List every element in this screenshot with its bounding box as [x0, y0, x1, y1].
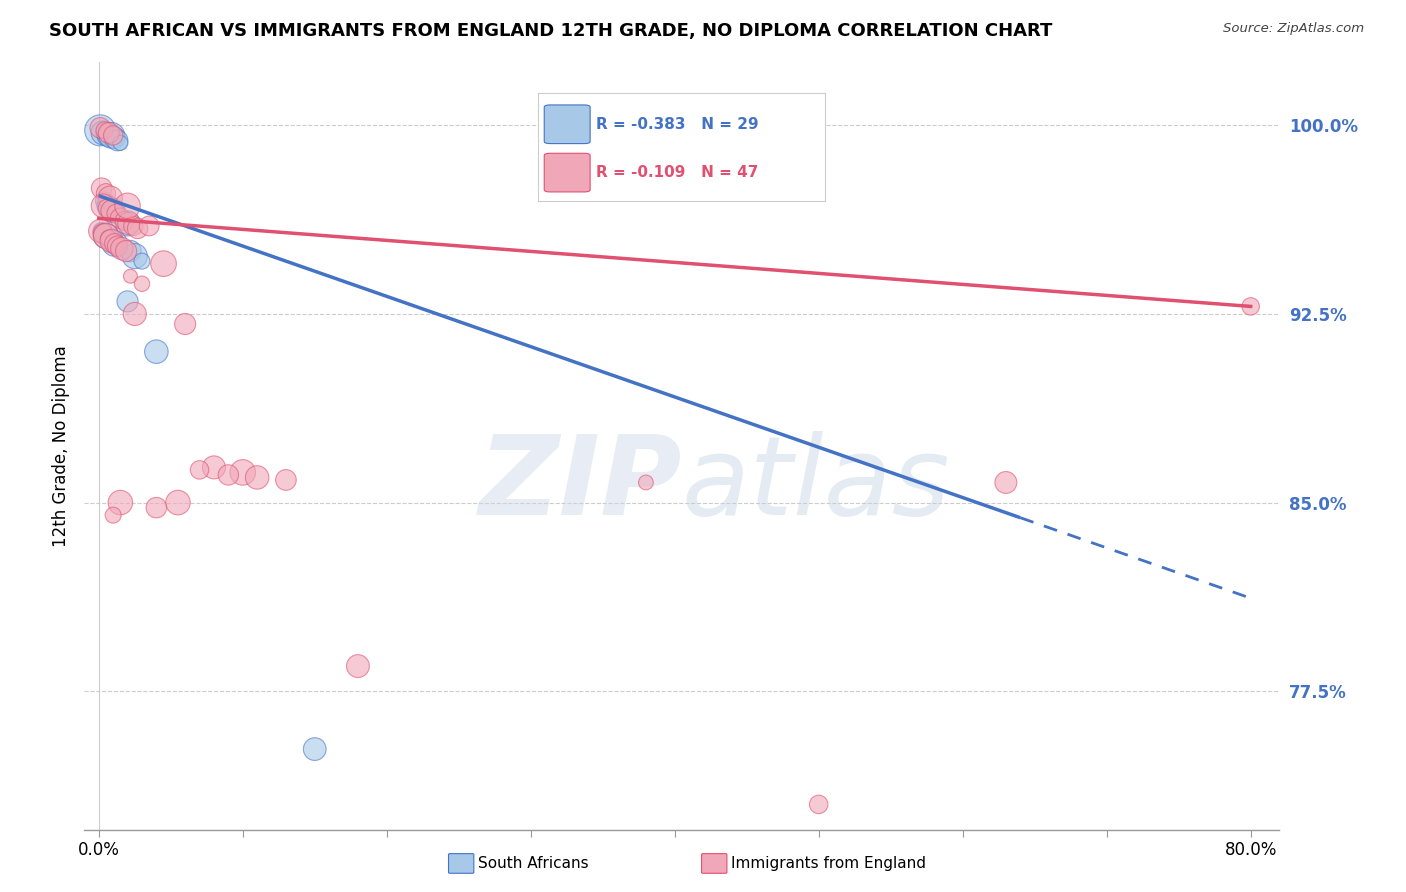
Y-axis label: 12th Grade, No Diploma: 12th Grade, No Diploma: [52, 345, 70, 547]
Point: [145, 500, 167, 515]
Text: atlas: atlas: [682, 431, 950, 538]
Point: [91, 199, 114, 213]
Point: [97, 231, 120, 245]
Point: [117, 294, 139, 309]
Point: [110, 136, 132, 150]
Point: [634, 475, 657, 490]
Point: [174, 317, 197, 331]
Point: [1240, 300, 1263, 314]
Point: [104, 131, 127, 145]
Point: [108, 242, 131, 256]
Point: [127, 221, 149, 235]
Point: [217, 467, 239, 482]
Point: [94, 229, 117, 244]
Point: [347, 659, 370, 673]
Point: [124, 307, 146, 321]
Point: [91, 227, 114, 241]
Point: [114, 214, 136, 228]
Point: [131, 254, 153, 268]
Point: [100, 128, 122, 143]
Point: [93, 123, 115, 137]
Point: [98, 191, 121, 205]
Point: [114, 214, 136, 228]
Point: [104, 236, 127, 251]
Point: [110, 211, 132, 226]
Point: [131, 277, 153, 291]
Point: [89, 123, 111, 137]
Point: [91, 126, 114, 140]
Point: [93, 194, 115, 208]
Point: [96, 199, 118, 213]
Point: [110, 495, 132, 509]
Point: [97, 231, 120, 245]
Point: [97, 126, 120, 140]
Point: [94, 126, 117, 140]
Point: [152, 257, 174, 271]
Point: [304, 742, 326, 756]
Point: [96, 202, 118, 216]
Point: [138, 219, 160, 233]
Point: [115, 244, 138, 258]
Point: [101, 128, 124, 143]
Point: [90, 181, 112, 195]
Point: [89, 120, 111, 135]
Point: [246, 470, 269, 484]
Point: [105, 206, 128, 220]
Point: [167, 495, 190, 509]
Point: [994, 475, 1017, 490]
Point: [94, 229, 117, 244]
Text: SOUTH AFRICAN VS IMMIGRANTS FROM ENGLAND 12TH GRADE, NO DIPLOMA CORRELATION CHAR: SOUTH AFRICAN VS IMMIGRANTS FROM ENGLAND…: [49, 22, 1053, 40]
Point: [104, 236, 127, 251]
Point: [98, 202, 121, 216]
Point: [94, 186, 117, 201]
Point: [188, 463, 211, 477]
Point: [107, 133, 129, 147]
Point: [100, 203, 122, 218]
Text: South Africans: South Africans: [478, 856, 589, 871]
Point: [232, 466, 254, 480]
Point: [117, 199, 139, 213]
Point: [101, 508, 124, 523]
Point: [111, 211, 134, 226]
Point: [91, 227, 114, 241]
Text: Immigrants from England: Immigrants from England: [731, 856, 927, 871]
Text: Source: ZipAtlas.com: Source: ZipAtlas.com: [1223, 22, 1364, 36]
Point: [122, 219, 145, 233]
Point: [107, 239, 129, 253]
Point: [90, 224, 112, 238]
Point: [120, 269, 142, 284]
Point: [807, 797, 830, 812]
Point: [101, 203, 124, 218]
Point: [274, 473, 297, 487]
Point: [202, 460, 225, 475]
Point: [89, 224, 111, 238]
Point: [118, 216, 141, 230]
Point: [145, 344, 167, 359]
Point: [111, 242, 134, 256]
Point: [100, 234, 122, 248]
Point: [120, 244, 142, 258]
Point: [100, 234, 122, 248]
Point: [117, 216, 139, 230]
Point: [105, 206, 128, 220]
Point: [124, 249, 146, 263]
Text: ZIP: ZIP: [478, 431, 682, 538]
Point: [97, 128, 120, 143]
